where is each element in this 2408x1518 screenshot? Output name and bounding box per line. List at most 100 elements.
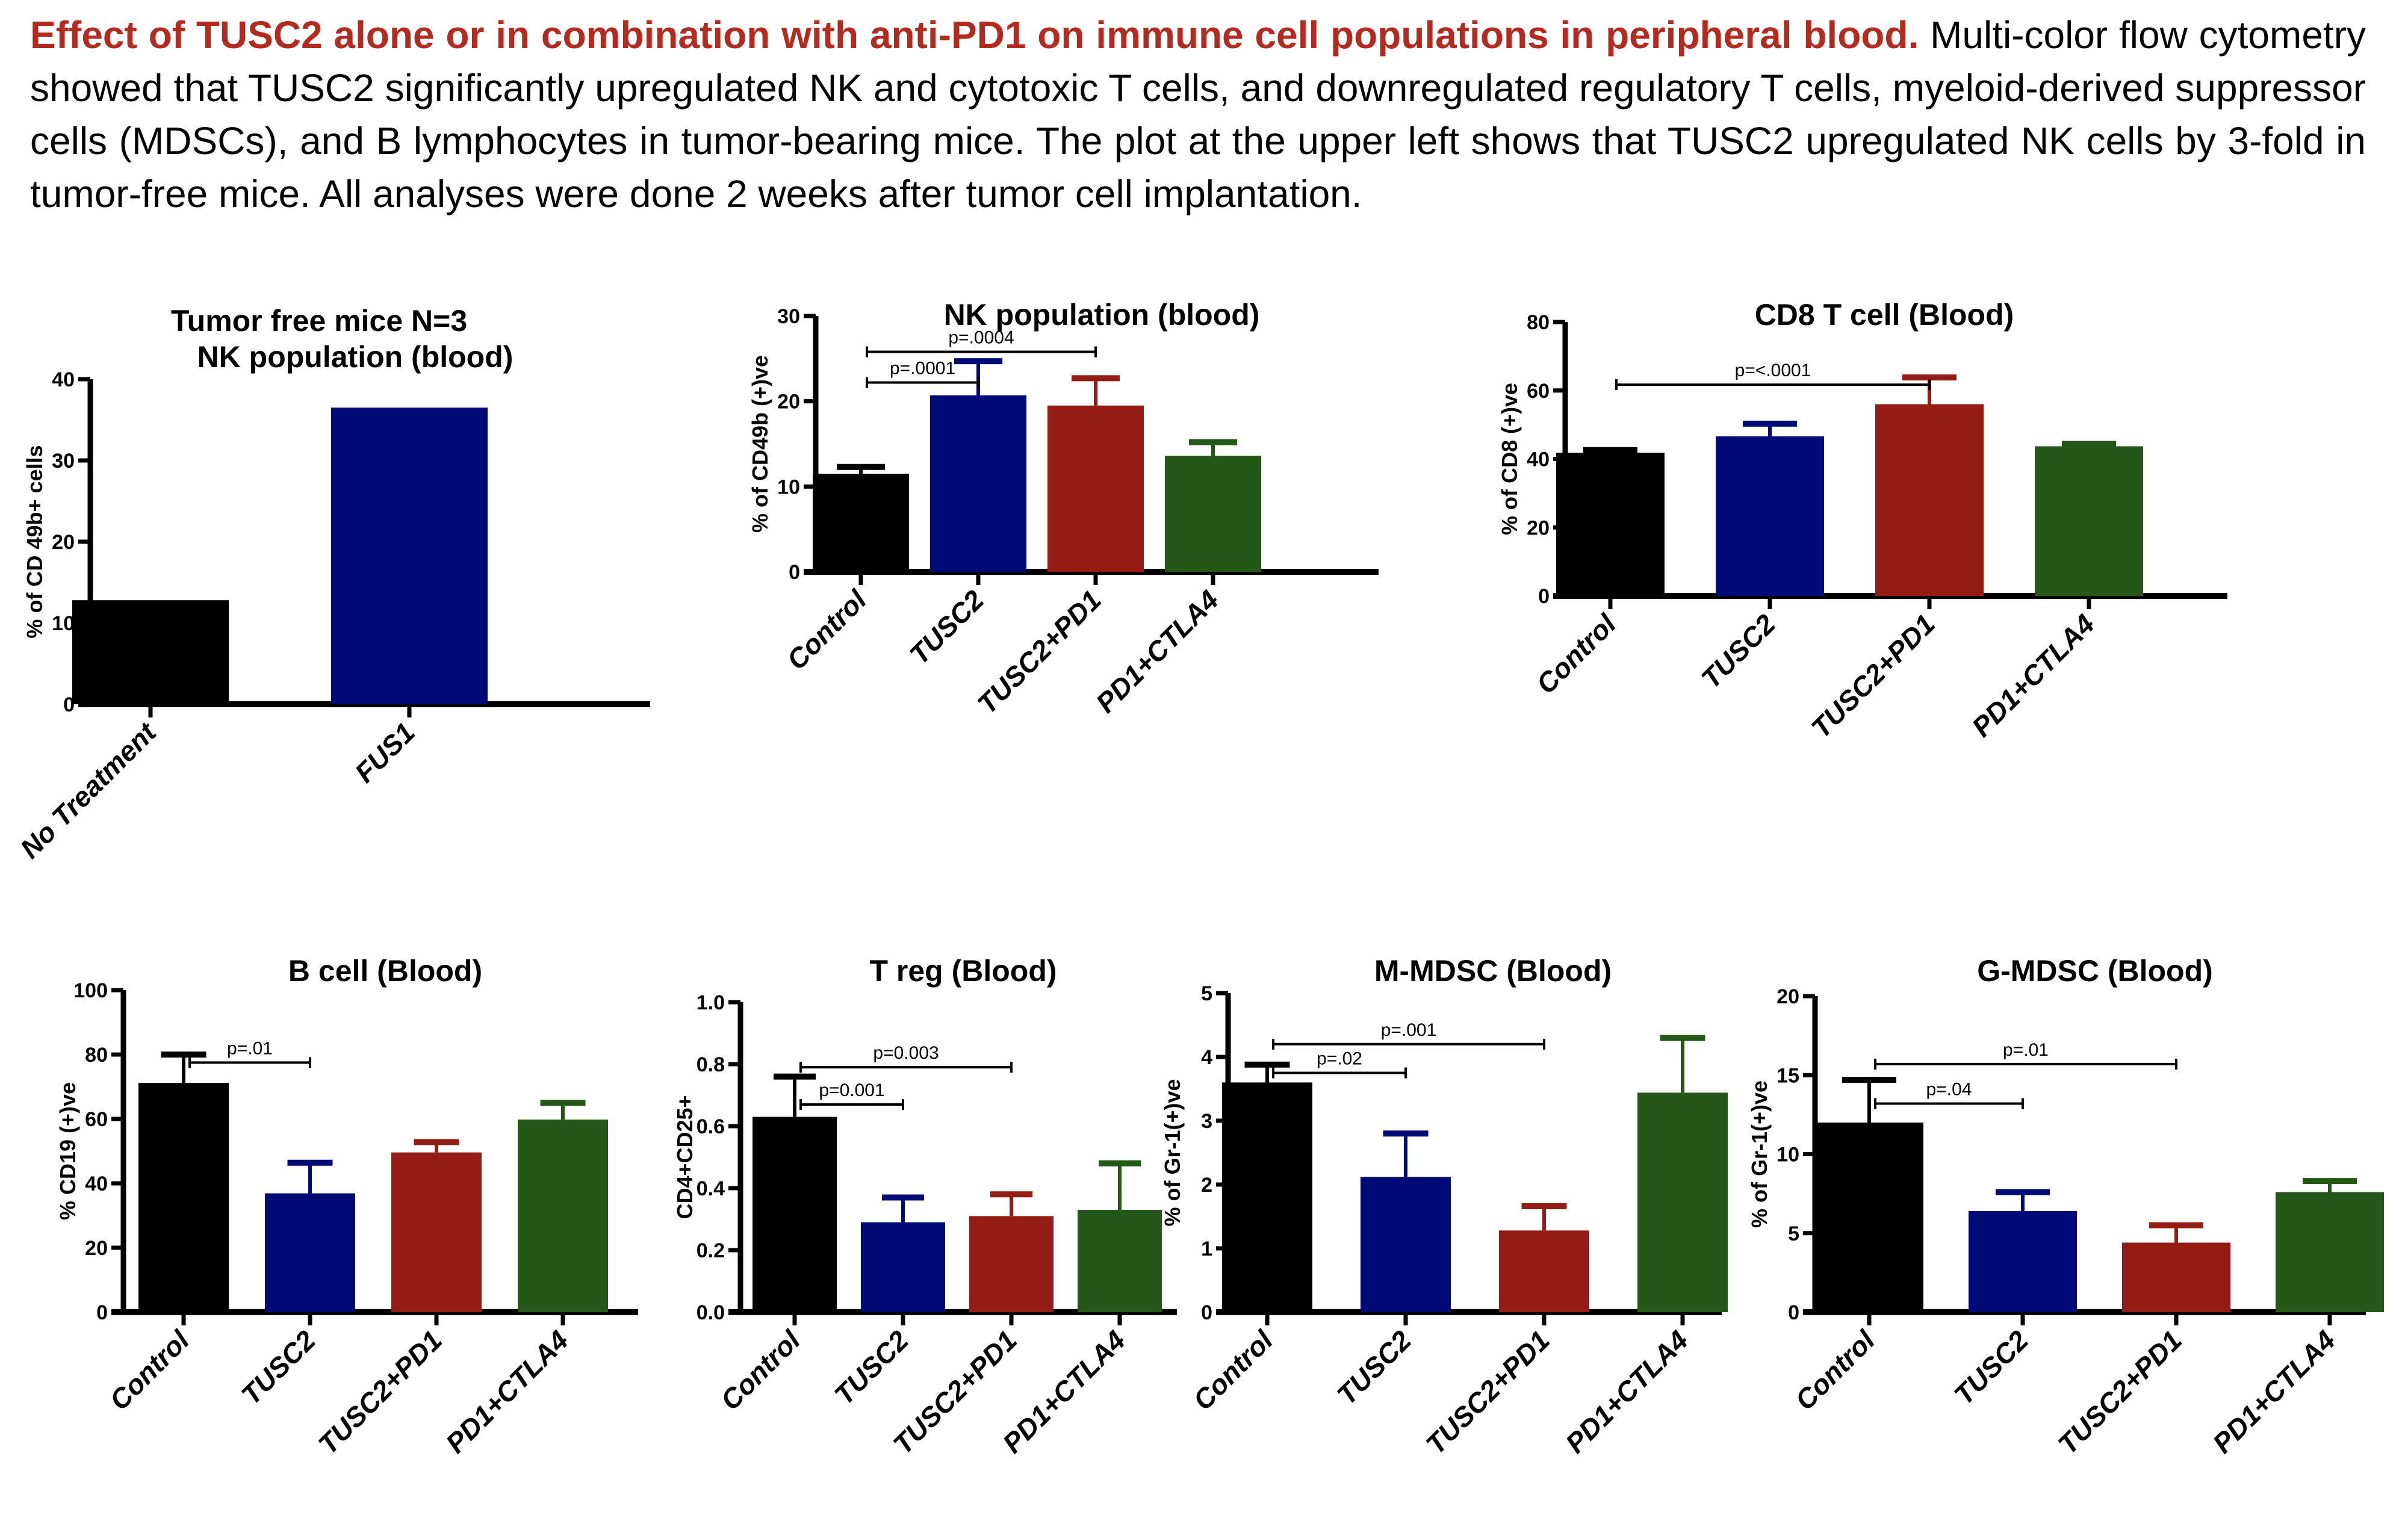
bar: [1556, 453, 1665, 596]
chart-bcell-blood: B cell (Blood) 0 20 40 60 80 100 % CD19 (+)ve Co…: [55, 954, 638, 1460]
bar: [1815, 1123, 1923, 1312]
bar: [1165, 456, 1261, 572]
bar: [752, 1117, 837, 1312]
caption-body: Multi-color flow cytometry showed that T…: [30, 13, 2366, 215]
y-tick-label: 5: [1788, 1222, 1799, 1245]
bar: [1875, 404, 1984, 596]
chart-tumor-free-nk: Tumor free mice N=3NK population (blood)…: [14, 304, 650, 864]
y-tick-label: 2: [1201, 1174, 1212, 1197]
chart-nk-blood: NK population (blood) 0 10 20 30 % of CD49b (…: [748, 298, 1379, 720]
chart-cd8-blood: CD8 T cell (Blood) 0 20 40 60 80 % of CD8 (+)v…: [1497, 298, 2227, 744]
y-tick-label: 30: [777, 305, 800, 328]
bar: [1969, 1211, 2077, 1312]
p-value-label: p=0.001: [819, 1080, 884, 1100]
bar: [331, 407, 488, 704]
y-tick-label: 0: [1538, 585, 1550, 608]
bar: [930, 395, 1026, 572]
y-tick-label: 10: [52, 612, 75, 635]
y-tick-label: 80: [85, 1044, 108, 1067]
y-tick-label: 15: [1777, 1064, 1799, 1087]
y-axis-label: % of CD49b (+)ve: [748, 355, 772, 533]
y-axis-label: % of Gr-1(+)ve: [1160, 1079, 1185, 1226]
bar: [1222, 1082, 1312, 1312]
bar: [2276, 1192, 2384, 1312]
bar: [2122, 1242, 2230, 1312]
y-tick-label: 40: [52, 368, 75, 391]
x-tick-label: Control: [1530, 607, 1622, 699]
y-tick-label: 0.4: [697, 1177, 725, 1200]
bar: [1499, 1230, 1589, 1312]
bar: [391, 1152, 482, 1312]
y-tick-label: 0: [1201, 1301, 1212, 1324]
y-tick-label: 60: [1527, 380, 1550, 403]
x-tick-label: TUSC2: [1695, 608, 1782, 695]
y-tick-label: 1: [1201, 1238, 1212, 1260]
x-tick-label: TUSC2: [235, 1324, 322, 1411]
chart-gmdsc-blood: G-MDSC (Blood) 0 5 10 15 20 % of Gr-1(+)ve Cont…: [1747, 954, 2384, 1460]
x-tick-label: Control: [1789, 1324, 1881, 1416]
bar: [1716, 436, 1824, 596]
chart-mmdsc-blood: M-MDSC (Blood) 0 1 2 3 4 5 % of Gr-1(+)ve Contro…: [1160, 954, 1728, 1460]
y-tick-label: 20: [777, 391, 800, 414]
p-value-label: p=.01: [227, 1038, 273, 1058]
x-tick-label: Control: [104, 1324, 196, 1416]
bar: [1361, 1177, 1451, 1312]
x-tick-label: TUSC2+PD1: [971, 584, 1107, 720]
x-tick-label: TUSC2+PD1: [1805, 608, 1941, 744]
y-tick-label: 0: [789, 561, 800, 584]
y-tick-label: 20: [52, 531, 75, 554]
x-tick-label: Control: [1187, 1324, 1279, 1416]
caption-lead: Effect of TUSC2 alone or in combination …: [30, 13, 1919, 57]
bar: [2035, 446, 2143, 596]
y-tick-label: 0: [63, 693, 75, 716]
bar: [1078, 1210, 1162, 1312]
y-tick-label: 5: [1201, 982, 1212, 1005]
p-value-label: p=.04: [1926, 1080, 1972, 1100]
x-tick-label: TUSC2+PD1: [2052, 1324, 2188, 1460]
p-value-label: p=.02: [1317, 1049, 1362, 1069]
y-axis-label: CD4+CD25+: [672, 1095, 697, 1219]
x-tick-label: TUSC2+PD1: [1420, 1324, 1556, 1460]
x-tick-label: TUSC2: [1331, 1324, 1418, 1411]
chart-title: G-MDSC (Blood): [1977, 954, 2213, 988]
bar: [518, 1120, 608, 1312]
y-tick-label: 4: [1201, 1046, 1212, 1069]
y-tick-label: 30: [52, 450, 75, 472]
x-tick-label: TUSC2: [1948, 1324, 2035, 1411]
y-axis-label: % of Gr-1(+)ve: [1747, 1080, 1772, 1228]
y-tick-label: 40: [85, 1173, 108, 1195]
y-tick-label: 0.8: [697, 1053, 725, 1076]
y-axis-label: % of CD 49b+ cells: [22, 445, 47, 638]
chart-supertitle: Tumor free mice N=3: [171, 304, 467, 338]
bar: [969, 1216, 1054, 1312]
y-tick-label: 20: [1527, 516, 1550, 539]
x-tick-label: TUSC2+PD1: [312, 1324, 448, 1460]
p-value-label: p=.0001: [890, 359, 955, 379]
x-tick-label: PD1+CTLA4: [1966, 608, 2100, 743]
y-tick-label: 0.2: [697, 1239, 725, 1262]
y-tick-label: 1.0: [697, 991, 725, 1014]
bar: [813, 474, 909, 572]
chart-title: M-MDSC (Blood): [1374, 954, 1612, 988]
chart-title: B cell (Blood): [288, 954, 482, 988]
x-tick-label: TUSC2: [828, 1324, 915, 1411]
chart-title: NK population (blood): [197, 340, 514, 374]
bar: [72, 600, 229, 704]
x-tick-label: Control: [715, 1324, 807, 1416]
x-tick-label: Control: [781, 583, 873, 675]
x-tick-label: FUS1: [349, 716, 421, 788]
y-tick-label: 40: [1527, 448, 1550, 471]
chart-title: T reg (Blood): [869, 954, 1057, 988]
p-value-label: p=.0004: [948, 328, 1014, 348]
bar: [138, 1083, 229, 1312]
chart-title: NK population (blood): [944, 298, 1260, 332]
y-tick-label: 10: [1777, 1144, 1799, 1166]
bar: [265, 1193, 355, 1312]
y-tick-label: 0.6: [697, 1115, 725, 1138]
y-tick-label: 80: [1527, 311, 1550, 334]
y-tick-label: 20: [1777, 985, 1799, 1008]
x-tick-label: PD1+CTLA4: [2206, 1324, 2341, 1459]
p-value-label: p=0.003: [873, 1043, 939, 1063]
y-axis-label: % of CD8 (+)ve: [1497, 383, 1522, 535]
y-tick-label: 0: [96, 1301, 108, 1324]
